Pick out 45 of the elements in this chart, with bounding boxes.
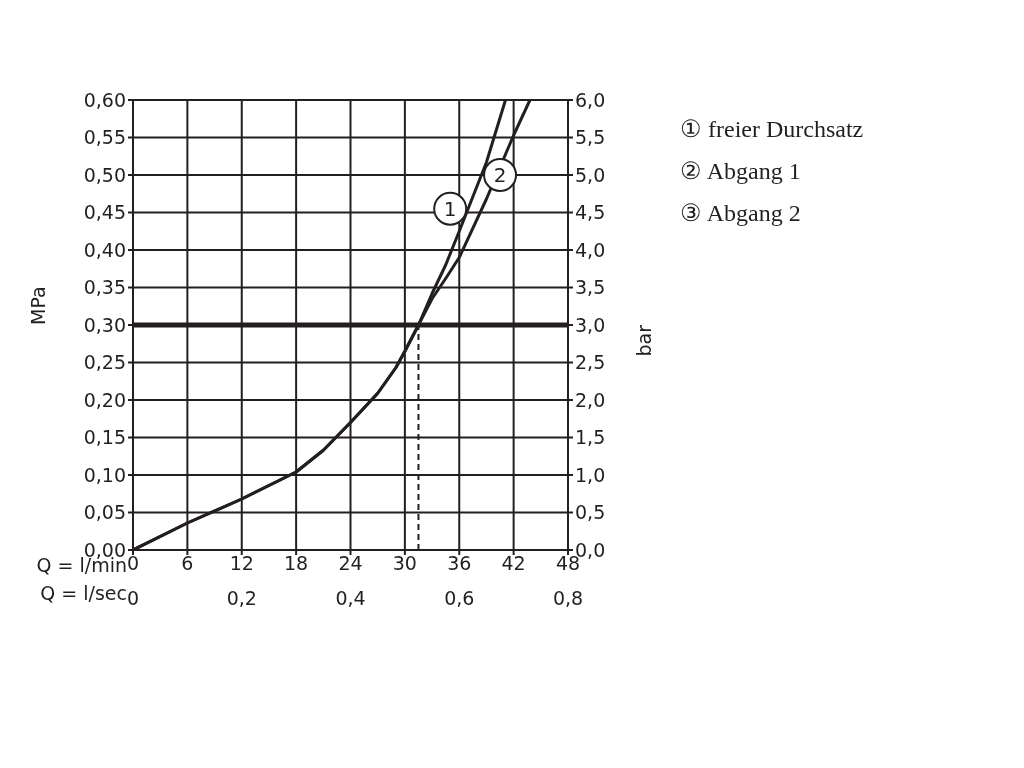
y2-tick-label: 3,0 bbox=[575, 313, 606, 336]
x-tick-label: 12 bbox=[229, 552, 254, 575]
x2-tick-label: 0 bbox=[126, 587, 140, 610]
annotation: 1 bbox=[443, 196, 457, 221]
x-tick-label: 42 bbox=[501, 552, 526, 575]
y2-tick-label: 6,0 bbox=[575, 88, 606, 111]
y-axis-title: MPa bbox=[26, 286, 49, 325]
x2-tick-label: 0,6 bbox=[444, 587, 475, 610]
x-tick-label: 18 bbox=[284, 552, 309, 575]
y2-tick-label: 5,0 bbox=[575, 163, 606, 186]
y-tick-label: 0,05 bbox=[83, 501, 126, 524]
y2-tick-label: 3,5 bbox=[575, 276, 606, 299]
x-tick-label: 30 bbox=[392, 552, 417, 575]
y-tick-label: 0,50 bbox=[83, 163, 126, 186]
text: ③ Abgang 2 bbox=[680, 199, 802, 228]
x2-tick-label: 0,8 bbox=[552, 587, 584, 610]
text: ① freier Durchsatz bbox=[680, 115, 864, 144]
y-tick-label: 0,30 bbox=[83, 313, 126, 336]
y-tick-label: 0,55 bbox=[83, 126, 126, 149]
text: ② Abgang 1 bbox=[680, 157, 802, 186]
x-tick-label: 36 bbox=[447, 552, 472, 575]
x2-axis-title: Q = l/sec bbox=[40, 581, 127, 604]
y2-tick-label: 5,5 bbox=[575, 126, 606, 149]
x-tick-label: 24 bbox=[338, 552, 363, 575]
y2-tick-label: 2,0 bbox=[575, 388, 606, 411]
y-tick-label: 0,35 bbox=[83, 276, 126, 299]
x2-tick-label: 0,2 bbox=[226, 587, 257, 610]
y-tick-label: 0,20 bbox=[83, 388, 126, 411]
y2-axis-title: bar bbox=[632, 324, 655, 357]
y2-tick-label: 4,5 bbox=[575, 201, 606, 224]
x-tick-label: 0 bbox=[126, 552, 140, 575]
y-tick-label: 0,60 bbox=[83, 88, 126, 111]
y2-tick-label: 1,0 bbox=[575, 463, 606, 486]
y-tick-label: 0,25 bbox=[83, 351, 126, 374]
annotation: 2 bbox=[493, 163, 507, 187]
y-tick-label: 0,45 bbox=[83, 201, 126, 224]
x-tick-label: 6 bbox=[181, 552, 194, 575]
y2-tick-label: 1,5 bbox=[575, 426, 606, 449]
y-tick-label: 0,10 bbox=[83, 463, 126, 486]
y2-tick-label: 2,5 bbox=[575, 351, 606, 374]
y2-tick-label: 0,5 bbox=[575, 501, 606, 524]
y-tick-label: 0,40 bbox=[83, 238, 126, 261]
y-tick-label: 0,15 bbox=[83, 426, 126, 449]
y2-tick-label: 4,0 bbox=[575, 238, 606, 261]
x2-tick-label: 0,4 bbox=[335, 587, 366, 610]
